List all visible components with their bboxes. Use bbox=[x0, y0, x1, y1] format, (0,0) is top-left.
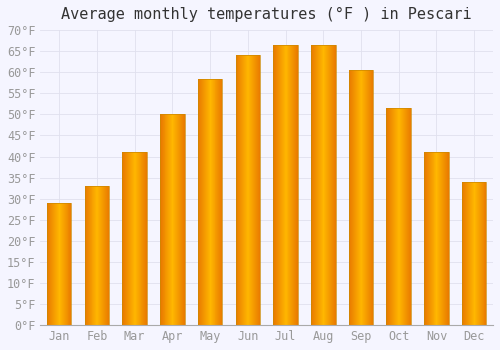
Bar bbox=[424, 152, 448, 325]
Bar bbox=[236, 55, 260, 325]
Bar bbox=[311, 45, 336, 325]
Bar bbox=[122, 152, 147, 325]
Bar bbox=[198, 78, 222, 325]
Title: Average monthly temperatures (°F ) in Pescari: Average monthly temperatures (°F ) in Pe… bbox=[62, 7, 472, 22]
Bar bbox=[84, 186, 109, 325]
Bar bbox=[47, 203, 72, 325]
Bar bbox=[274, 45, 298, 325]
Bar bbox=[348, 70, 374, 325]
Bar bbox=[386, 108, 411, 325]
Bar bbox=[462, 182, 486, 325]
Bar bbox=[160, 114, 184, 325]
